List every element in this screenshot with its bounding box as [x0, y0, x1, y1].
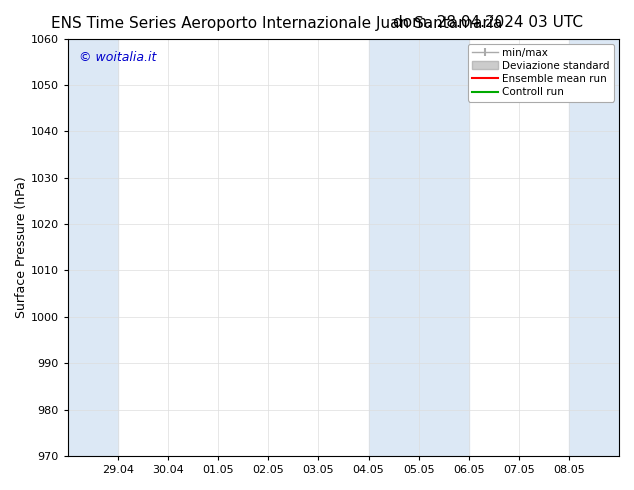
- Bar: [368, 39, 469, 456]
- Text: ENS Time Series Aeroporto Internazionale Juan Santamaría: ENS Time Series Aeroporto Internazionale…: [51, 15, 502, 31]
- Bar: [569, 39, 619, 456]
- Text: © woitalia.it: © woitalia.it: [79, 51, 157, 64]
- Y-axis label: Surface Pressure (hPa): Surface Pressure (hPa): [15, 176, 28, 318]
- Text: dom. 28.04.2024 03 UTC: dom. 28.04.2024 03 UTC: [393, 15, 583, 30]
- Bar: [68, 39, 118, 456]
- Legend: min/max, Deviazione standard, Ensemble mean run, Controll run: min/max, Deviazione standard, Ensemble m…: [468, 44, 614, 101]
